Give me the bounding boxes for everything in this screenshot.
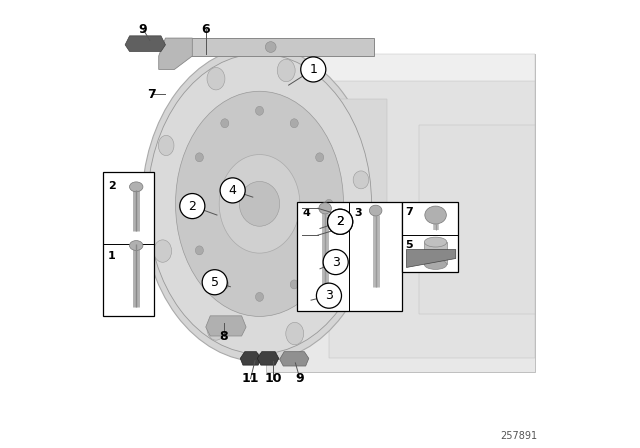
Text: 2: 2: [336, 215, 344, 228]
Circle shape: [323, 250, 348, 275]
Ellipse shape: [319, 202, 332, 214]
Ellipse shape: [186, 199, 194, 208]
Text: 7: 7: [406, 207, 413, 217]
Ellipse shape: [290, 119, 298, 128]
Ellipse shape: [325, 199, 333, 208]
Polygon shape: [159, 38, 192, 69]
Polygon shape: [257, 352, 279, 365]
Text: 2: 2: [108, 181, 116, 190]
Polygon shape: [280, 352, 309, 366]
Text: 1: 1: [309, 63, 317, 76]
Text: 7: 7: [148, 87, 156, 101]
Ellipse shape: [424, 259, 447, 269]
Polygon shape: [311, 99, 387, 305]
Text: 5: 5: [211, 276, 219, 289]
Circle shape: [220, 178, 245, 203]
Text: 4: 4: [302, 208, 310, 218]
Polygon shape: [240, 352, 261, 365]
Ellipse shape: [154, 240, 172, 262]
Ellipse shape: [195, 246, 204, 255]
Circle shape: [202, 270, 227, 295]
Ellipse shape: [221, 280, 229, 289]
FancyBboxPatch shape: [297, 202, 402, 311]
Ellipse shape: [425, 206, 446, 224]
Ellipse shape: [316, 246, 324, 255]
FancyBboxPatch shape: [402, 202, 458, 272]
Ellipse shape: [142, 46, 377, 362]
Ellipse shape: [207, 318, 225, 340]
Circle shape: [180, 194, 205, 219]
Circle shape: [316, 283, 342, 308]
Ellipse shape: [424, 237, 447, 247]
Polygon shape: [419, 125, 535, 314]
Ellipse shape: [207, 68, 225, 90]
Polygon shape: [266, 54, 535, 372]
Text: 3: 3: [355, 208, 362, 218]
Ellipse shape: [255, 293, 264, 302]
Circle shape: [328, 209, 353, 234]
Ellipse shape: [195, 153, 204, 162]
Ellipse shape: [158, 135, 174, 155]
Text: 3: 3: [325, 289, 333, 302]
Polygon shape: [406, 250, 456, 267]
Text: 2: 2: [188, 199, 196, 213]
Ellipse shape: [341, 264, 356, 282]
Text: 9: 9: [139, 22, 147, 36]
Ellipse shape: [353, 171, 369, 189]
Ellipse shape: [147, 54, 371, 354]
Ellipse shape: [221, 119, 229, 128]
Ellipse shape: [277, 59, 295, 82]
Text: 8: 8: [220, 329, 228, 343]
Text: 1: 1: [108, 251, 116, 261]
Text: 6: 6: [202, 22, 210, 36]
Text: 9: 9: [296, 372, 304, 385]
Ellipse shape: [175, 91, 344, 316]
Ellipse shape: [129, 182, 143, 192]
Ellipse shape: [129, 241, 143, 250]
FancyBboxPatch shape: [103, 172, 154, 316]
Text: 3: 3: [332, 255, 340, 269]
Polygon shape: [125, 36, 165, 52]
Ellipse shape: [286, 323, 304, 345]
Ellipse shape: [369, 205, 382, 216]
FancyBboxPatch shape: [424, 242, 447, 264]
Polygon shape: [168, 38, 374, 56]
Ellipse shape: [290, 280, 298, 289]
Circle shape: [328, 209, 353, 234]
Text: 2: 2: [336, 215, 344, 228]
Text: 10: 10: [264, 372, 282, 385]
Polygon shape: [206, 316, 246, 336]
Polygon shape: [329, 81, 535, 358]
Text: 257891: 257891: [500, 431, 538, 441]
Text: 11: 11: [242, 372, 259, 385]
Polygon shape: [266, 54, 535, 99]
Ellipse shape: [316, 153, 324, 162]
Ellipse shape: [219, 155, 300, 253]
Text: 4: 4: [228, 184, 237, 197]
Ellipse shape: [255, 106, 264, 115]
Ellipse shape: [239, 181, 280, 226]
Circle shape: [301, 57, 326, 82]
Text: 5: 5: [406, 240, 413, 250]
Circle shape: [266, 42, 276, 52]
